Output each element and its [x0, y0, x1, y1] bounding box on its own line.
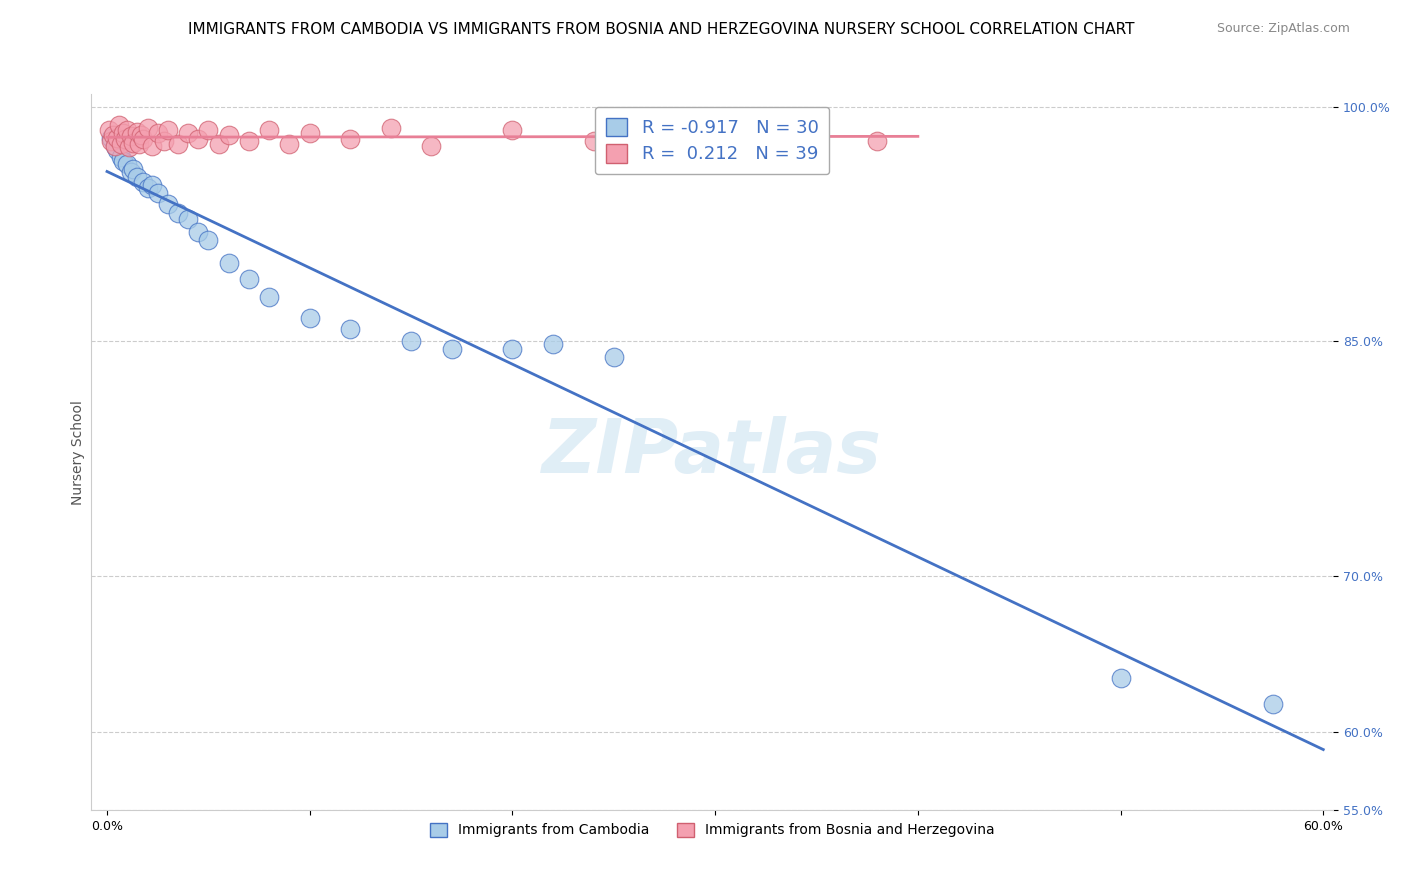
Point: [100, 131, 122, 145]
Point: [128, 137, 150, 152]
Legend: Immigrants from Cambodia, Immigrants from Bosnia and Herzegovina: Immigrants from Cambodia, Immigrants fro…: [425, 817, 1000, 843]
Point: [110, 137, 132, 152]
Point: [152, 134, 174, 148]
Point: [218, 128, 240, 142]
Point: [122, 136, 145, 150]
Point: [122, 162, 145, 177]
Point: [501, 342, 523, 356]
Point: [120, 165, 142, 179]
Point: [101, 128, 124, 142]
Point: [136, 121, 159, 136]
Point: [218, 256, 240, 270]
Point: [146, 186, 169, 200]
Point: [440, 342, 463, 356]
Point: [238, 134, 260, 148]
Point: [108, 119, 131, 133]
Point: [177, 212, 200, 227]
Point: [339, 321, 361, 335]
Point: [132, 132, 155, 146]
Point: [177, 126, 200, 140]
Text: ZIPatlas: ZIPatlas: [543, 416, 882, 489]
Point: [704, 123, 727, 137]
Point: [187, 132, 209, 146]
Point: [141, 178, 163, 192]
Point: [541, 337, 564, 351]
Y-axis label: Nursery School: Nursery School: [72, 400, 86, 505]
Point: [156, 196, 179, 211]
Point: [117, 157, 139, 171]
Point: [110, 150, 132, 164]
Point: [156, 123, 179, 137]
Point: [399, 334, 422, 349]
Point: [131, 128, 153, 142]
Point: [104, 138, 127, 153]
Point: [120, 129, 142, 144]
Point: [105, 131, 128, 145]
Point: [117, 123, 139, 137]
Point: [298, 310, 321, 325]
Point: [136, 181, 159, 195]
Point: [127, 125, 149, 139]
Point: [98, 123, 121, 137]
Point: [127, 169, 149, 184]
Point: [146, 126, 169, 140]
Point: [866, 134, 889, 148]
Point: [100, 134, 122, 148]
Point: [141, 138, 163, 153]
Point: [105, 144, 128, 158]
Point: [112, 154, 135, 169]
Point: [167, 206, 190, 220]
Point: [118, 140, 141, 154]
Point: [238, 271, 260, 285]
Point: [1109, 671, 1132, 685]
Point: [167, 137, 190, 152]
Point: [207, 137, 229, 152]
Point: [112, 126, 135, 140]
Point: [187, 225, 209, 239]
Point: [278, 137, 301, 152]
Point: [420, 138, 443, 153]
Point: [257, 290, 280, 304]
Point: [197, 233, 219, 247]
Point: [298, 126, 321, 140]
Text: IMMIGRANTS FROM CAMBODIA VS IMMIGRANTS FROM BOSNIA AND HERZEGOVINA NURSERY SCHOO: IMMIGRANTS FROM CAMBODIA VS IMMIGRANTS F…: [187, 22, 1135, 37]
Point: [380, 121, 402, 136]
Point: [257, 123, 280, 137]
Point: [501, 123, 523, 137]
Point: [114, 132, 136, 146]
Point: [197, 123, 219, 137]
Point: [1261, 697, 1284, 711]
Point: [582, 134, 605, 148]
Point: [603, 350, 626, 364]
Point: [104, 138, 127, 153]
Text: Source: ZipAtlas.com: Source: ZipAtlas.com: [1216, 22, 1350, 36]
Point: [132, 175, 155, 189]
Point: [339, 132, 361, 146]
